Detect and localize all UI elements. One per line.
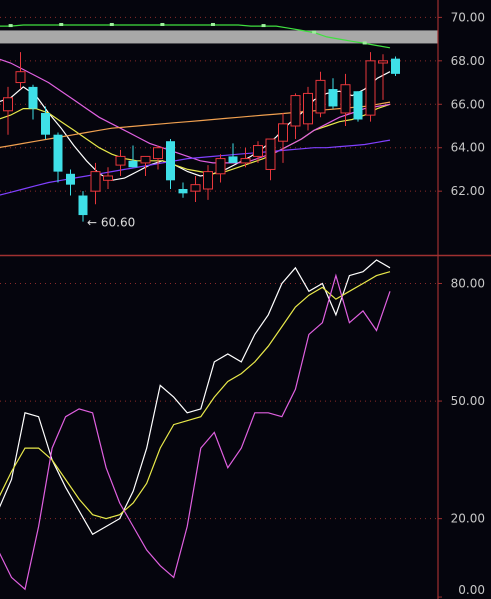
candle-body-down — [228, 156, 238, 163]
candle-body-up — [278, 123, 288, 142]
highlight-band — [0, 30, 438, 44]
osc-tick-label: 20.00 — [451, 512, 485, 526]
candle — [28, 84, 38, 120]
oscillator-panel: 80.00 50.00 20.00 0.00 — [0, 259, 485, 598]
ma-marker — [59, 22, 64, 26]
ma-line-1 — [0, 103, 391, 175]
candle — [340, 73, 351, 126]
candle-body-down — [66, 173, 75, 185]
candle — [53, 132, 63, 183]
candle-body-up — [153, 147, 163, 160]
candle-body-up — [115, 155, 126, 166]
candle-body-down — [166, 141, 175, 181]
candle — [78, 191, 88, 222]
price-tick-label: 66.00 — [451, 97, 485, 111]
candle-body-down — [391, 58, 400, 74]
candle — [290, 93, 301, 140]
ma-marker — [109, 22, 114, 26]
osc-tick-label: 50.00 — [451, 394, 485, 408]
osc-line-1 — [0, 271, 391, 520]
candle-body-up — [265, 138, 276, 170]
candle — [353, 91, 363, 122]
candle — [178, 182, 188, 198]
candle — [103, 167, 113, 189]
candle — [128, 145, 138, 168]
osc-tick-label: 80.00 — [451, 276, 485, 290]
candle — [365, 52, 376, 122]
candle-body-up — [253, 145, 263, 157]
candle-body-up — [303, 92, 313, 125]
candle-body-down — [328, 89, 338, 107]
candle-body-down — [28, 86, 38, 109]
candle — [228, 143, 238, 163]
candle — [41, 106, 50, 140]
price-candlesticks — [3, 52, 400, 222]
price-gridlines — [0, 16, 438, 192]
price-tick-label: 64.00 — [451, 141, 485, 155]
candle — [66, 169, 75, 196]
candle-body-down — [128, 160, 138, 168]
ma-line-5 — [0, 24, 391, 49]
candle-body-up — [240, 158, 251, 164]
price-panel: 70.00 68.00 66.00 64.00 62.00 ← 60.60 — [0, 10, 485, 230]
candle-body-up — [3, 97, 13, 112]
min-price-annotation: ← 60.60 — [87, 216, 135, 230]
candle — [115, 149, 126, 176]
candle — [140, 155, 151, 176]
price-tick-label: 70.00 — [451, 10, 485, 24]
candle — [240, 147, 251, 168]
candle — [328, 78, 338, 109]
candle — [90, 162, 101, 205]
ma-marker — [160, 22, 165, 26]
candle-body-up — [203, 171, 213, 190]
candle-body-up — [140, 155, 151, 164]
candle-body-down — [78, 195, 88, 216]
candle — [303, 86, 313, 131]
candle-body-up — [290, 95, 301, 127]
ma-marker — [210, 22, 215, 26]
ma-marker — [8, 24, 13, 28]
ma-marker — [362, 41, 367, 45]
osc-line-2 — [0, 273, 391, 591]
candle-body-up — [365, 60, 376, 116]
oscillator-lines — [0, 259, 391, 591]
candle — [190, 175, 201, 203]
ma-line-4 — [0, 139, 391, 196]
oscillator-gridlines — [0, 282, 438, 520]
osc-tick-label: 0.00 — [458, 583, 485, 597]
candle — [203, 165, 213, 200]
candle — [215, 154, 226, 183]
candle-body-down — [53, 134, 63, 172]
ma-marker — [261, 24, 266, 28]
price-axis-ticks: 70.00 68.00 66.00 64.00 62.00 — [438, 10, 485, 198]
price-tick-label: 68.00 — [451, 54, 485, 68]
oscillator-axis-ticks: 80.00 50.00 20.00 0.00 — [438, 276, 485, 598]
candle — [391, 56, 400, 77]
candle — [253, 141, 263, 163]
candle-body-up — [315, 79, 326, 114]
candle — [153, 145, 163, 170]
candle — [265, 138, 276, 181]
candle — [378, 54, 388, 100]
candle — [166, 139, 175, 189]
candle-body-up — [90, 171, 101, 192]
price-tick-label: 62.00 — [451, 184, 485, 198]
ma-marker — [312, 30, 317, 34]
candle-body-up — [215, 158, 226, 175]
candle — [3, 86, 13, 135]
candle-body-up — [103, 175, 113, 181]
candle-body-up — [190, 184, 201, 192]
candle-body-up — [15, 71, 26, 84]
candle-body-down — [178, 189, 188, 194]
candle-body-down — [353, 91, 363, 120]
candle — [278, 112, 288, 163]
candle — [315, 71, 326, 118]
candle-body-up — [340, 84, 351, 114]
candle-body-up — [378, 60, 388, 64]
candle — [15, 52, 26, 90]
candle-body-down — [41, 112, 50, 135]
